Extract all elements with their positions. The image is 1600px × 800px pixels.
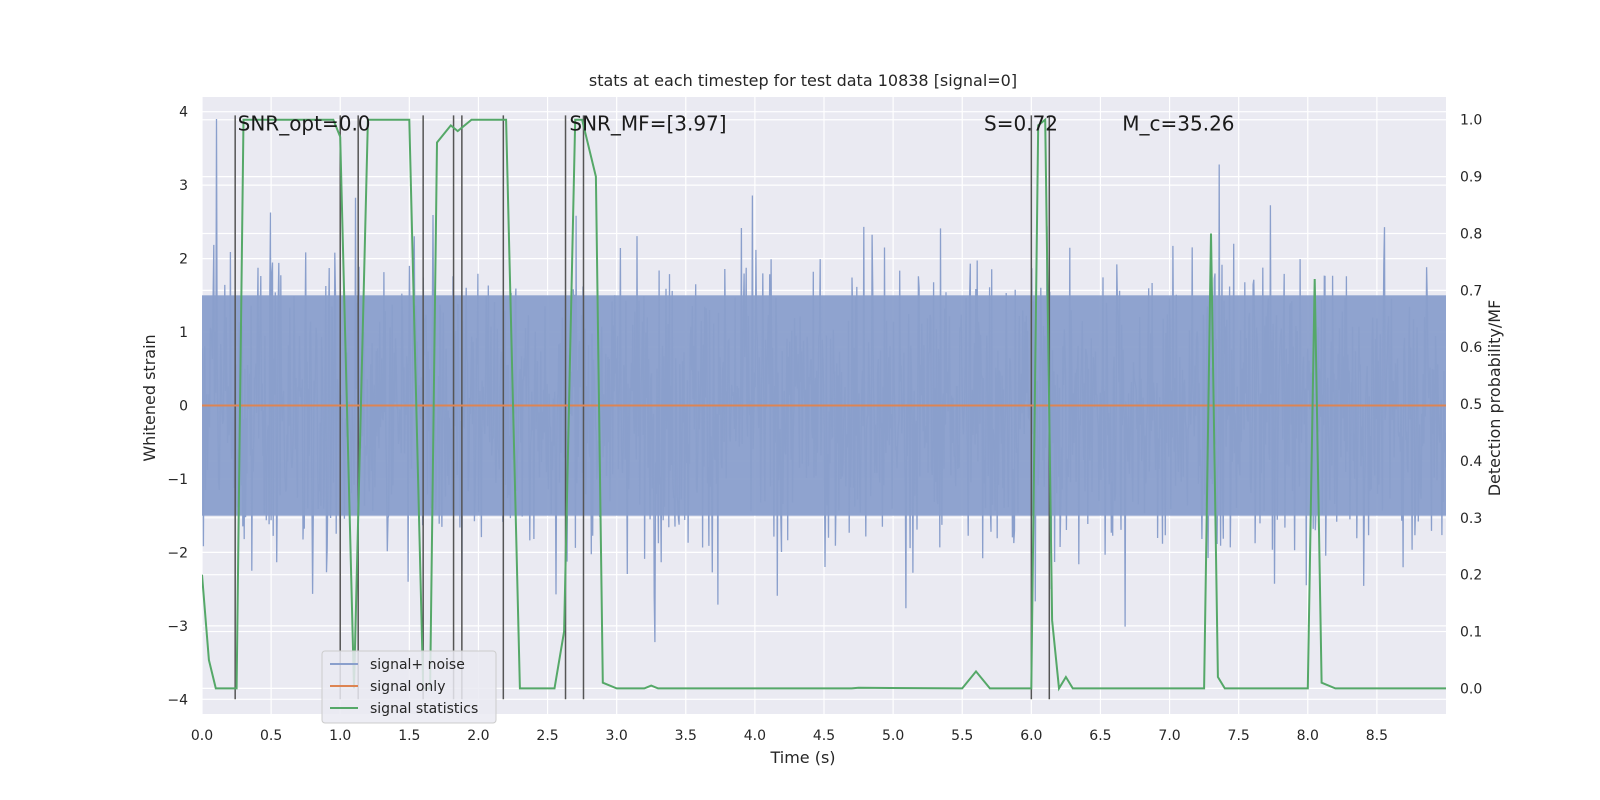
y-left-axis-label: Whitened strain bbox=[140, 334, 159, 461]
legend: signal+ noise signal only signal statist… bbox=[321, 650, 497, 724]
x-tick-label: 2.0 bbox=[467, 728, 489, 744]
x-tick-label: 3.0 bbox=[606, 728, 628, 744]
y-left-tick-label: 0 bbox=[179, 399, 188, 415]
y-left-tick-label: 2 bbox=[179, 252, 188, 268]
legend-label-signal-only: signal only bbox=[370, 679, 445, 695]
y-right-tick-label: 0.4 bbox=[1460, 454, 1482, 470]
y-left-tick-label: −1 bbox=[167, 472, 188, 488]
x-tick-label: 1.0 bbox=[329, 728, 351, 744]
y-right-tick-label: 0.7 bbox=[1460, 283, 1482, 299]
x-tick-label: 7.0 bbox=[1158, 728, 1180, 744]
x-tick-label: 4.0 bbox=[744, 728, 766, 744]
annotation-snr-mf: SNR_MF=[3.97] bbox=[569, 112, 726, 136]
x-tick-label: 7.5 bbox=[1228, 728, 1250, 744]
y-left-tick-label: −3 bbox=[167, 619, 188, 635]
y-right-tick-label: 0.3 bbox=[1460, 511, 1482, 527]
x-tick-label: 3.5 bbox=[675, 728, 697, 744]
x-tick-label: 6.0 bbox=[1020, 728, 1042, 744]
y-left-tick-label: −4 bbox=[167, 692, 188, 708]
x-tick-label: 0.0 bbox=[191, 728, 213, 744]
x-tick-label: 8.0 bbox=[1297, 728, 1319, 744]
legend-label-signal-noise: signal+ noise bbox=[370, 657, 465, 673]
y-right-tick-label: 0.9 bbox=[1460, 170, 1482, 186]
x-tick-label: 4.5 bbox=[813, 728, 835, 744]
y-right-tick-label: 0.5 bbox=[1460, 397, 1482, 413]
y-left-tick-label: 3 bbox=[179, 178, 188, 194]
y-right-tick-label: 0.8 bbox=[1460, 226, 1482, 242]
y-left-tick-label: −2 bbox=[167, 545, 188, 561]
y-right-tick-label: 0.0 bbox=[1460, 681, 1482, 697]
annotation-mc: M_c=35.26 bbox=[1122, 112, 1234, 136]
y-left-tick-label: 4 bbox=[179, 105, 188, 121]
y-right-tick-label: 0.6 bbox=[1460, 340, 1482, 356]
x-tick-label: 5.0 bbox=[882, 728, 904, 744]
y-right-axis-label: Detection probability/MF bbox=[1485, 300, 1504, 497]
y-right-axis-ticks: 0.0 0.1 0.2 0.3 0.4 0.5 0.6 0.7 0.8 0.9 1.0 bbox=[1460, 113, 1482, 698]
x-tick-label: 8.5 bbox=[1366, 728, 1388, 744]
x-tick-label: 1.5 bbox=[398, 728, 420, 744]
x-axis-label: Time (s) bbox=[769, 748, 835, 767]
y-left-axis-ticks: −4 −3 −2 −1 0 1 2 3 4 bbox=[167, 105, 188, 709]
x-axis-ticks: 0.0 0.5 1.0 1.5 2.0 2.5 3.0 3.5 4.0 4.5 5.0 5.5 6.0 6… bbox=[191, 728, 1388, 744]
chart-title: stats at each timestep for test data 108… bbox=[589, 71, 1017, 90]
annotation-s: S=0.72 bbox=[984, 112, 1058, 136]
legend-label-signal-statistics: signal statistics bbox=[370, 701, 478, 717]
x-tick-label: 6.5 bbox=[1089, 728, 1111, 744]
legend-box bbox=[321, 650, 497, 724]
y-right-tick-label: 0.1 bbox=[1460, 625, 1482, 641]
annotation-snr-opt: SNR_opt=0.0 bbox=[238, 112, 371, 136]
signal-statistics-line bbox=[202, 117, 1446, 692]
x-tick-label: 2.5 bbox=[536, 728, 558, 744]
noise-trace bbox=[202, 118, 1446, 643]
x-tick-label: 5.5 bbox=[951, 728, 973, 744]
x-tick-label: 0.5 bbox=[260, 728, 282, 744]
y-left-tick-label: 1 bbox=[179, 325, 188, 341]
y-right-tick-label: 0.2 bbox=[1460, 568, 1482, 584]
y-right-tick-label: 1.0 bbox=[1460, 113, 1482, 129]
